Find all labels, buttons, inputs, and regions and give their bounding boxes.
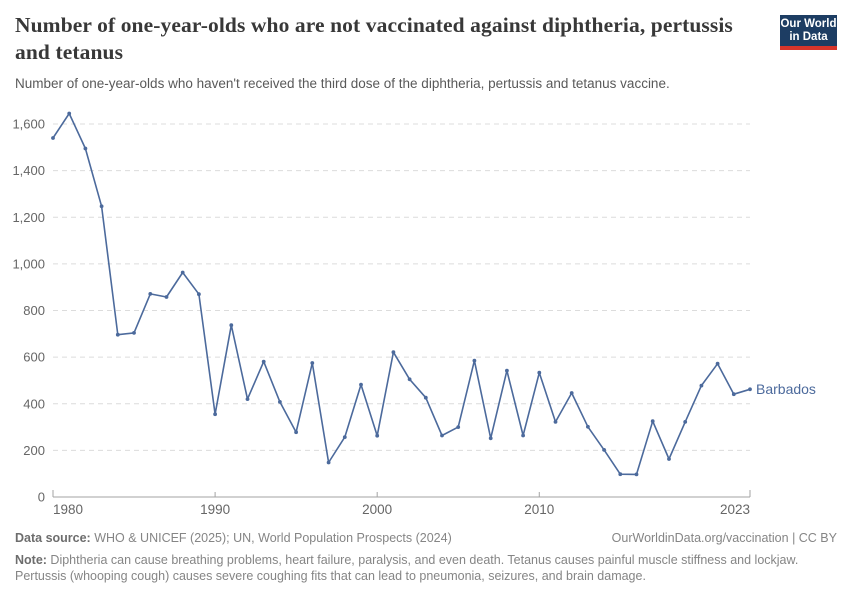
page-title: Number of one-year-olds who are not vacc…	[15, 13, 733, 64]
data-point	[213, 412, 218, 417]
data-point	[180, 270, 185, 275]
y-tick-label: 0	[38, 490, 45, 505]
data-point	[164, 295, 169, 299]
data-point	[456, 425, 461, 429]
data-point	[278, 400, 282, 404]
chart-note: Note: Diphtheria can cause breathing pro…	[15, 552, 837, 584]
data-point	[99, 204, 104, 209]
entity-label: Barbados	[756, 381, 816, 397]
data-point	[537, 370, 542, 375]
data-point	[310, 361, 315, 365]
note-label: Note:	[15, 553, 47, 567]
data-point	[51, 136, 55, 140]
data-point	[440, 433, 444, 438]
y-tick-label: 400	[23, 396, 45, 411]
data-source-label: Data source:	[15, 531, 91, 545]
chart-line[interactable]	[52, 112, 751, 476]
data-point	[407, 377, 412, 382]
data-point	[521, 433, 525, 438]
data-point	[148, 292, 153, 296]
data-point	[553, 420, 558, 424]
chart-footer: Data source: WHO & UNICEF (2025); UN, Wo…	[15, 530, 837, 584]
data-point	[391, 350, 396, 355]
data-point	[245, 397, 250, 401]
owid-cc-link[interactable]: OurWorldinData.org/vaccination | CC BY	[611, 531, 837, 545]
data-point	[488, 436, 493, 441]
data-point	[326, 460, 331, 465]
data-point	[423, 395, 428, 400]
data-point	[261, 359, 266, 364]
x-tick-label: 2010	[524, 502, 554, 517]
data-point	[650, 419, 655, 424]
data-point	[748, 387, 752, 392]
data-point	[115, 332, 120, 337]
x-tick-label: 1990	[200, 502, 230, 517]
data-point	[83, 146, 88, 151]
chart-subtitle: Number of one-year-olds who haven't rece…	[15, 76, 670, 91]
y-tick-label: 1,600	[12, 117, 45, 132]
data-point	[683, 420, 688, 424]
data-source-text: WHO & UNICEF (2025); UN, World Populatio…	[90, 531, 452, 545]
data-point	[197, 292, 201, 297]
data-point	[731, 392, 736, 397]
owid-logo-line1: Our World	[780, 17, 837, 30]
data-point	[715, 361, 720, 366]
data-point	[229, 323, 234, 328]
data-point	[699, 383, 704, 388]
x-tick-label: 2000	[362, 502, 392, 517]
x-tick-label: 2023	[720, 502, 750, 517]
data-point	[342, 435, 347, 439]
data-point	[505, 368, 509, 373]
data-source: Data source: WHO & UNICEF (2025); UN, Wo…	[15, 530, 452, 546]
data-point	[586, 424, 590, 429]
data-point	[634, 472, 639, 477]
data-point	[132, 331, 136, 335]
owid-logo[interactable]: Our World in Data	[780, 15, 837, 50]
data-point	[618, 472, 623, 477]
y-tick-label: 1,000	[12, 256, 45, 271]
y-tick-label: 800	[23, 303, 45, 318]
data-point	[294, 430, 298, 435]
y-tick-label: 600	[23, 350, 45, 365]
y-tick-label: 200	[23, 443, 45, 458]
data-point	[667, 457, 671, 461]
y-tick-label: 1,400	[12, 163, 45, 178]
data-point	[67, 111, 72, 116]
note-text: Diphtheria can cause breathing problems,…	[15, 553, 799, 583]
x-tick-label: 1980	[53, 502, 83, 517]
y-tick-label: 1,200	[12, 210, 45, 225]
data-point	[375, 433, 380, 438]
data-point	[359, 382, 363, 387]
owid-logo-line2: in Data	[789, 30, 828, 43]
data-point	[472, 358, 477, 363]
chart-header: Number of one-year-olds who are not vacc…	[15, 12, 850, 92]
data-point	[602, 448, 606, 452]
data-point	[569, 391, 574, 395]
